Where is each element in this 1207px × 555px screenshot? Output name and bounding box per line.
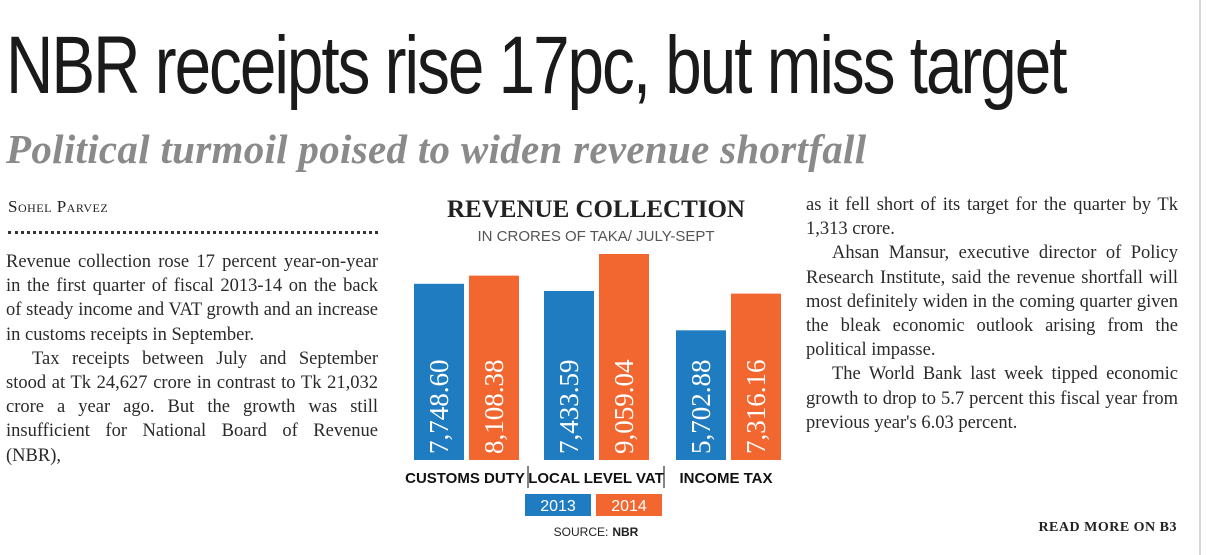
chart-subtitle: IN CRORES OF TAKA/ JULY-SEPT <box>478 228 715 245</box>
bar-value-label: 5,702.88 <box>686 360 716 455</box>
source-name: NBR <box>612 525 638 539</box>
byline-divider <box>8 231 378 234</box>
bar <box>469 275 519 460</box>
read-more-link[interactable]: READ MORE ON B3 <box>1038 520 1177 535</box>
legend-swatch <box>525 494 591 516</box>
legend-label: 2013 <box>540 498 576 515</box>
bar-value-label: 7,316.16 <box>741 360 771 455</box>
paragraph: Revenue collection rose 17 percent year-… <box>6 252 378 345</box>
category-labels: CUSTOMS DUTY LOCAL LEVEL VAT INCOME TAX <box>405 466 773 488</box>
chart-legend: 2013 2014 <box>525 494 662 516</box>
chart-canvas: REVENUE COLLECTION IN CRORES OF TAKA/ JU… <box>405 196 781 539</box>
paragraph: The World Bank last week tipped economic… <box>806 364 1178 433</box>
chart-bars: 7,748.60 8,108.38 7,433.59 9,059.04 5,702.88… <box>414 254 781 460</box>
bar <box>676 330 726 460</box>
legend-swatch <box>596 494 662 516</box>
bar <box>544 290 594 460</box>
headline: NBR receipts rise 17pc, but miss target <box>6 20 1068 111</box>
left-column: Revenue collection rose 17 percent year-… <box>6 250 378 468</box>
subheadline: Political turmoil poised to widen revenu… <box>6 126 867 172</box>
paragraph: Tax receipts between July and September … <box>6 348 378 466</box>
paragraph: Ahsan Mansur, executive director of Poli… <box>806 243 1178 361</box>
category-label: CUSTOMS DUTY <box>405 470 525 487</box>
bar-value-label: 7,433.59 <box>554 360 584 455</box>
bar <box>414 283 464 460</box>
byline: Sohel Parvez <box>8 197 109 216</box>
legend-label: 2014 <box>611 498 647 515</box>
category-label: INCOME TAX <box>679 470 772 487</box>
bar-value-label: 9,059.04 <box>609 359 639 454</box>
bar-value-label: 8,108.38 <box>479 360 509 455</box>
source-prefix: SOURCE: <box>554 525 609 539</box>
paragraph: as it fell short of its target for the q… <box>806 195 1178 240</box>
bar <box>731 293 781 460</box>
revenue-chart: REVENUE COLLECTION IN CRORES OF TAKA/ JU… <box>400 190 792 550</box>
chart-title: REVENUE COLLECTION <box>447 196 745 223</box>
column-rule <box>1199 0 1201 555</box>
category-label: LOCAL LEVEL VAT <box>528 470 664 487</box>
chart-source: SOURCE: NBR <box>554 525 639 539</box>
bar <box>599 254 649 460</box>
bar-value-label: 7,748.60 <box>424 360 454 455</box>
right-column: as it fell short of its target for the q… <box>806 193 1178 435</box>
